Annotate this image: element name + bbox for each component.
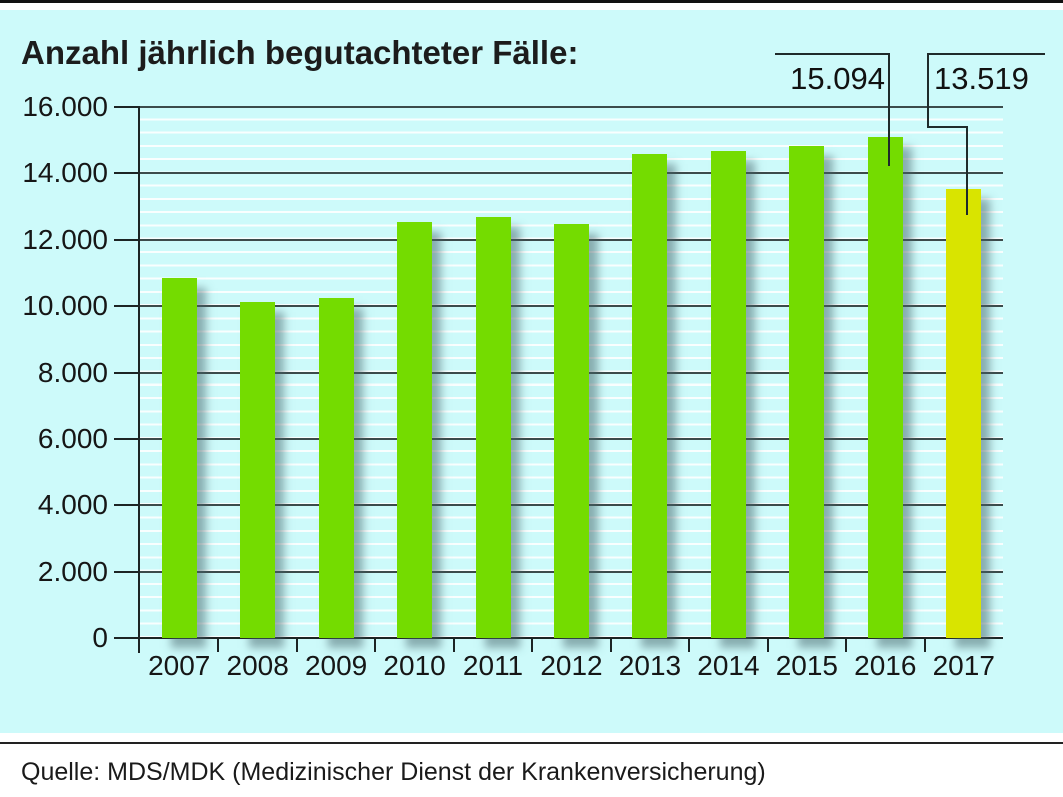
bar-2016 xyxy=(867,137,903,638)
callout-2017-elbow-vertical xyxy=(927,53,929,128)
x-axis-label-2014: 2014 xyxy=(697,650,760,681)
chart-title: Anzahl jährlich begutachteter Fälle: xyxy=(21,34,579,71)
gridline-16.000 xyxy=(140,106,1003,108)
x-axis-label-2011: 2011 xyxy=(462,650,524,681)
x-axis-label-2009: 2009 xyxy=(304,650,368,681)
x-axis-label-2013: 2013 xyxy=(618,650,682,681)
x-axis-label-2016: 2016 xyxy=(854,650,917,681)
y-tick-4.000 xyxy=(114,504,140,507)
y-tick-10.000 xyxy=(114,305,140,308)
callout-2017-top-line xyxy=(928,53,1045,55)
x-tick xyxy=(374,638,377,652)
x-axis-label-2008: 2008 xyxy=(226,650,289,681)
callout-2016-pointer-line xyxy=(888,53,890,166)
x-tick xyxy=(452,638,455,652)
source-separator-rule xyxy=(0,742,1063,744)
callout-2016-top-line xyxy=(775,53,890,55)
bar-2011 xyxy=(475,216,511,638)
y-axis-label-12.000: 12.000 xyxy=(22,223,108,255)
gridline-14.000 xyxy=(140,172,1003,175)
x-tick xyxy=(217,638,220,652)
x-tick xyxy=(923,638,926,652)
y-axis-label-2.000: 2.000 xyxy=(37,555,108,587)
callout-2017-pointer-line xyxy=(966,126,968,215)
y-tick-12.000 xyxy=(114,238,140,241)
y-axis-label-6.000: 6.000 xyxy=(37,422,108,454)
callout-2016-value: 15.094 xyxy=(790,61,885,96)
top-border-rule xyxy=(0,0,1063,3)
bar-2014 xyxy=(710,151,746,638)
bar-2013 xyxy=(632,153,668,638)
x-tick xyxy=(766,638,769,652)
y-tick-2.000 xyxy=(114,570,140,573)
y-axis-label-14.000: 14.000 xyxy=(22,157,108,189)
gridline-0 xyxy=(140,637,1003,639)
y-axis-line xyxy=(138,107,140,653)
x-tick xyxy=(295,638,298,652)
y-tick-16.000 xyxy=(114,106,140,108)
callout-2017-value: 13.519 xyxy=(934,61,1029,96)
x-tick xyxy=(531,638,534,652)
x-axis-label-2015: 2015 xyxy=(775,650,838,681)
callout-2017-elbow-horizontal xyxy=(927,126,968,128)
bar-2008 xyxy=(240,301,276,638)
bar-2010 xyxy=(397,221,433,638)
x-tick xyxy=(845,638,848,652)
bar-2015 xyxy=(789,145,825,638)
y-tick-0 xyxy=(114,637,140,639)
bar-2009 xyxy=(318,298,354,638)
x-axis-label-2010: 2010 xyxy=(383,650,446,681)
y-axis-label-8.000: 8.000 xyxy=(37,356,108,388)
bar-2017 xyxy=(946,189,982,638)
y-tick-14.000 xyxy=(114,172,140,175)
x-tick xyxy=(688,638,691,652)
y-tick-6.000 xyxy=(114,437,140,440)
y-axis-label-16.000: 16.000 xyxy=(22,91,108,122)
bar-2007 xyxy=(161,277,197,638)
x-axis-label-2012: 2012 xyxy=(540,650,603,681)
y-axis-label-0: 0 xyxy=(92,622,108,653)
y-axis-label-10.000: 10.000 xyxy=(22,290,108,322)
x-axis-label-2007: 2007 xyxy=(148,650,211,681)
y-axis-label-4.000: 4.000 xyxy=(37,489,108,521)
bar-2012 xyxy=(554,223,589,638)
y-tick-8.000 xyxy=(114,371,140,374)
source-caption: Quelle: MDS/MDK (Medizinischer Dienst de… xyxy=(21,758,766,786)
x-tick xyxy=(609,638,612,652)
x-axis-label-2017: 2017 xyxy=(932,650,995,681)
